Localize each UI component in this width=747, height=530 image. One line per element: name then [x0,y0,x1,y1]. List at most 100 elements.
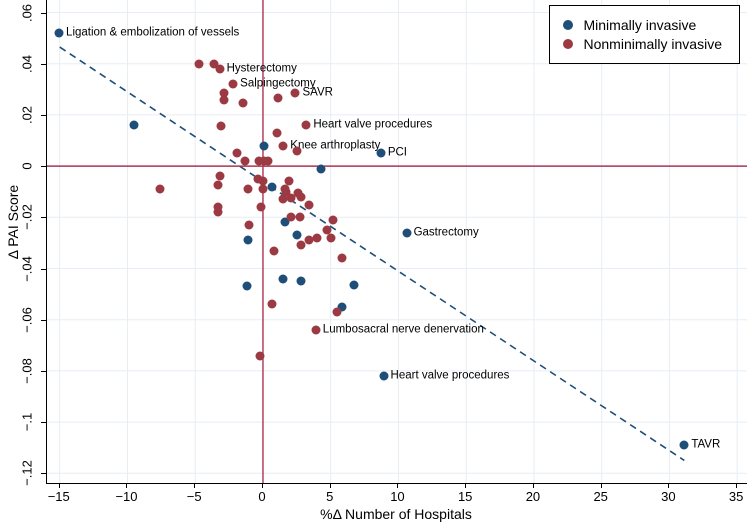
data-point [311,325,321,335]
data-point [269,246,279,256]
y-tick-label: .06 [19,3,35,22]
x-axis-tick [329,483,331,488]
data-point [296,276,306,286]
x-axis-tick [600,483,602,488]
data-point [280,217,290,227]
data-point [679,440,689,450]
x-tick-label: 0 [258,489,266,504]
data-point [267,182,277,192]
data-point [54,28,64,38]
data-point [379,371,389,381]
x-tick-label: 30 [661,489,676,504]
x-tick-label: −10 [115,489,138,504]
x-axis-tick [194,483,196,488]
data-point [304,200,314,209]
data-point [243,184,253,194]
point-label: Gastrectomy [413,225,479,238]
data-point [243,235,253,245]
plot-canvas [47,0,747,483]
x-axis-tick [465,483,467,488]
data-point [263,156,273,166]
data-point [213,202,223,212]
point-label: PCI [387,146,407,159]
x-tick-label: 35 [728,489,744,504]
data-point [258,184,268,194]
point-label: Ligation & embolization of vessels [66,26,240,39]
y-axis-tick [41,114,46,116]
x-axis-tick [126,483,128,488]
data-point [301,120,311,130]
data-point [240,156,250,166]
data-point [284,176,294,186]
point-label: Lumbosacral nerve denervation [322,323,484,336]
data-point [296,240,306,250]
data-point [278,274,288,284]
legend-item: Nonminimally invasive [562,36,723,52]
data-point [349,280,359,290]
x-axis-tick [532,483,534,488]
data-point [216,121,226,131]
x-tick-label: 5 [326,489,334,504]
data-point [228,79,238,89]
x-tick-label: 15 [457,489,473,504]
data-point [292,230,302,240]
data-point [129,120,139,130]
legend-marker-icon [562,20,573,30]
x-tick-label: −15 [47,489,70,504]
data-point [273,93,283,103]
y-axis-tick [41,370,46,372]
data-point [304,235,314,245]
x-tick-label: 10 [390,489,405,504]
y-tick-label: −.1 [19,412,35,432]
data-point [326,233,336,243]
point-label: Heart valve procedures [390,369,510,382]
data-point [258,176,268,186]
y-tick-label: .04 [19,54,35,73]
data-point [328,215,338,225]
data-point [337,302,347,312]
y-tick-label: −.02 [19,204,35,231]
data-point [332,307,342,317]
y-axis-tick [41,217,46,219]
data-point [286,193,296,203]
data-point [219,88,229,98]
point-label: Heart valve procedures [313,118,433,131]
x-axis-tick [736,483,738,488]
y-tick-label: −.06 [19,306,35,333]
data-point [278,141,288,151]
data-point [213,180,223,190]
point-label: SAVR [302,86,333,99]
data-point [316,164,326,174]
data-point [322,225,332,235]
point-label: Hysterectomy [226,62,297,75]
data-point [194,59,204,69]
data-point [259,141,269,151]
y-axis-tick [41,12,46,14]
x-tick-label: 20 [525,489,541,504]
data-point [215,64,225,74]
x-axis-tick [668,483,670,488]
y-tick-label: −.08 [19,358,35,384]
data-point [290,88,300,98]
y-axis-tick [41,473,46,475]
y-tick-label: .02 [19,105,35,124]
x-tick-label: 25 [593,489,608,504]
y-axis-tick [41,268,46,270]
data-point [292,146,302,156]
data-point [402,228,412,238]
legend-label: Nonminimally invasive [583,36,723,52]
y-axis-tick [41,319,46,321]
data-point [242,281,252,291]
data-point [312,233,322,243]
y-axis-tick [41,166,46,168]
data-point [215,171,225,181]
legend: Minimally invasive Nonminimally invasive [548,5,740,64]
y-axis-tick [41,63,46,65]
x-tick-label: −5 [186,489,202,504]
y-tick-label: −.12 [19,460,35,487]
point-label: Salpingectomy [240,77,316,90]
point-label: Knee arthroplasty [290,138,381,151]
data-point [244,220,254,230]
legend-marker-icon [562,39,573,49]
